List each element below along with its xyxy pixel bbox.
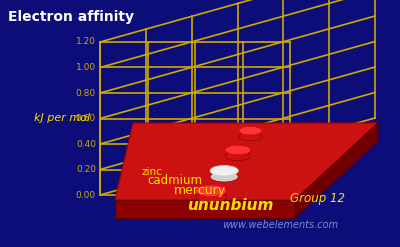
Text: cadmium: cadmium <box>148 173 202 186</box>
Polygon shape <box>115 123 378 200</box>
Text: ununbium: ununbium <box>187 198 273 212</box>
Ellipse shape <box>196 185 226 197</box>
Text: 1.00: 1.00 <box>76 63 96 72</box>
Ellipse shape <box>210 171 238 182</box>
Text: 1.20: 1.20 <box>76 38 96 46</box>
Text: 0.80: 0.80 <box>76 88 96 98</box>
Text: 0.20: 0.20 <box>76 165 96 174</box>
Ellipse shape <box>196 191 226 203</box>
Ellipse shape <box>239 132 262 141</box>
Ellipse shape <box>225 151 250 161</box>
Text: www.webelements.com: www.webelements.com <box>222 220 338 230</box>
Text: mercury: mercury <box>174 184 226 197</box>
Polygon shape <box>115 200 295 218</box>
Text: Electron affinity: Electron affinity <box>8 10 134 24</box>
Text: Group 12: Group 12 <box>290 191 346 205</box>
Text: 0.40: 0.40 <box>76 140 96 148</box>
Polygon shape <box>295 123 378 218</box>
Text: kJ per mol: kJ per mol <box>34 113 90 123</box>
Text: 0.60: 0.60 <box>76 114 96 123</box>
Ellipse shape <box>210 165 238 176</box>
Ellipse shape <box>225 145 250 155</box>
Text: 0.00: 0.00 <box>76 190 96 200</box>
Text: zinc: zinc <box>142 167 162 177</box>
Ellipse shape <box>239 126 262 135</box>
